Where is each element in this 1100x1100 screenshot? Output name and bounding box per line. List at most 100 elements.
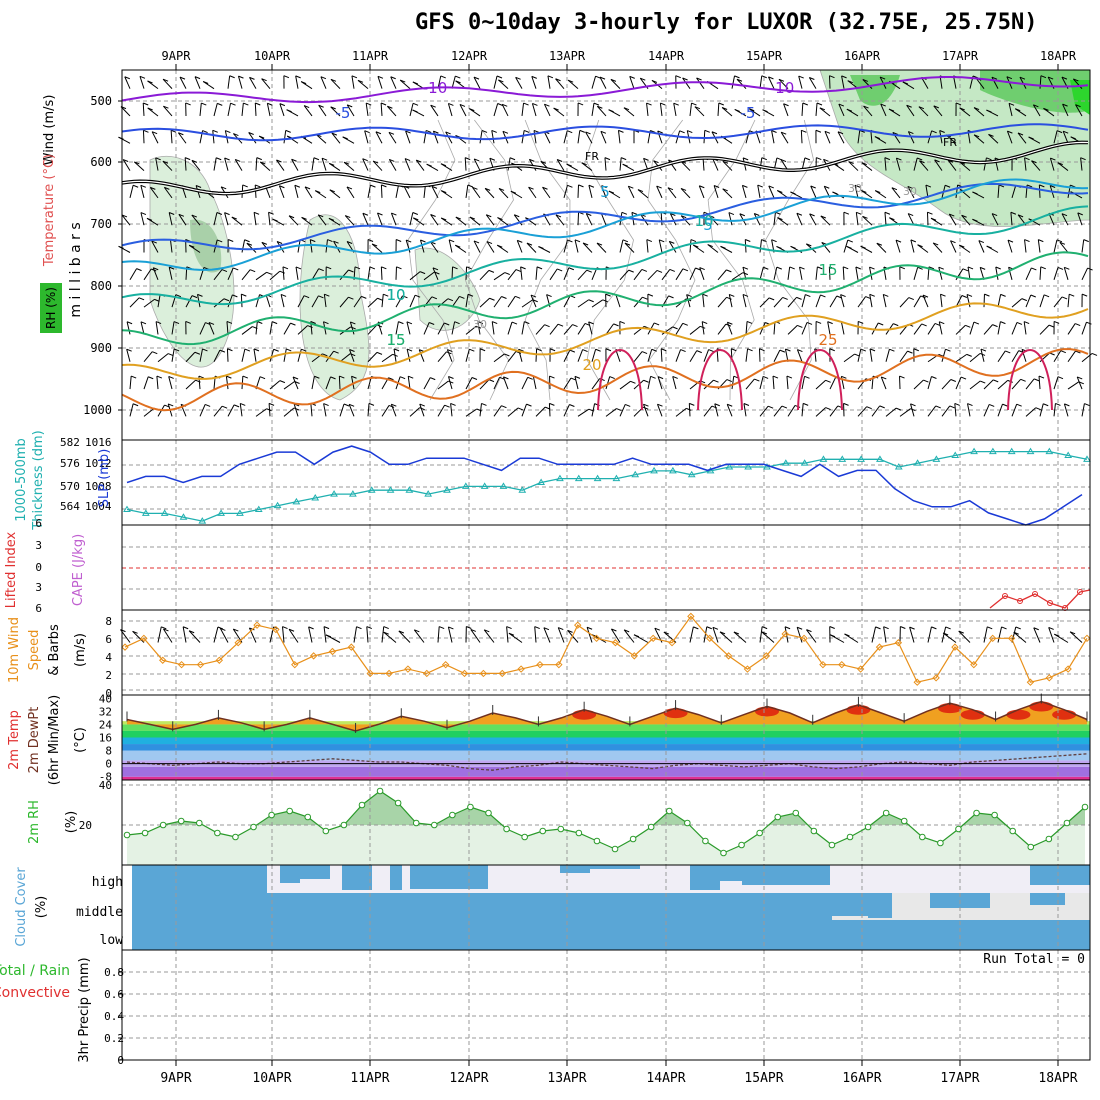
wind-barb-flag	[150, 186, 156, 190]
wind-barb-flag	[526, 242, 533, 246]
wind-barb-flag	[595, 75, 601, 79]
wind-barb-flag	[939, 130, 945, 133]
wind-speed-axis-label: Speed	[27, 630, 42, 671]
wind-barb	[884, 157, 887, 171]
wind-barb-flag	[810, 185, 816, 189]
wind-barb-flag	[323, 626, 330, 630]
wind-barb-flag	[713, 185, 720, 188]
wind-barb	[907, 213, 915, 226]
wind-barb	[528, 186, 537, 199]
wind-barb	[155, 321, 159, 335]
wind-barb-flag	[893, 323, 899, 327]
wind-barb	[280, 294, 285, 308]
rh-point	[575, 829, 583, 837]
wind-barb-flag	[672, 326, 678, 330]
wind-barb-flag	[217, 102, 223, 106]
thickness-point	[932, 455, 941, 462]
wind-barb-flag	[510, 190, 517, 194]
wind-barb	[521, 403, 527, 417]
wind-barb	[516, 240, 523, 253]
wind-barb-flag	[396, 266, 402, 270]
wind-barb-flag	[310, 239, 316, 243]
wind-barb-flag	[345, 215, 351, 219]
wind-barb	[283, 348, 287, 362]
wind-barb-flag	[1031, 160, 1037, 164]
wind-barb	[479, 130, 483, 144]
wind-barb-flag	[286, 109, 292, 113]
wind-barb	[1049, 157, 1055, 171]
thickness-point	[819, 455, 828, 462]
wind-barb	[815, 102, 818, 117]
wind-barb-flag	[208, 321, 215, 325]
wind-barb-flag	[388, 377, 394, 381]
wind-barb-flag	[326, 266, 332, 270]
wind-barb-flag	[682, 77, 688, 81]
wind-barb-flag	[276, 241, 283, 244]
wind-barb	[553, 107, 565, 117]
wind-barb	[574, 376, 579, 390]
wind-barb	[535, 406, 546, 417]
wind-barb-flag	[255, 102, 261, 106]
wind-barb-flag	[155, 321, 162, 325]
wind-barb	[918, 106, 929, 117]
wind-barb	[367, 403, 370, 417]
rh-point	[919, 833, 926, 841]
wind-barb	[255, 408, 267, 417]
wind-barb	[213, 103, 218, 117]
wind-barb-flag	[965, 324, 971, 328]
wind-barb	[348, 404, 355, 417]
wind-barb-flag	[567, 629, 573, 633]
wind-barb-flag	[1038, 375, 1045, 379]
top-date-label-17APR: 17APR	[942, 49, 979, 63]
wind-speed-point	[1045, 674, 1053, 682]
wind-barb-flag	[815, 129, 822, 133]
temp-tick-label: -8	[99, 771, 112, 784]
wind-barb-flag	[799, 266, 805, 270]
wind-barb	[973, 107, 985, 117]
wind-barb-flag	[260, 161, 266, 165]
wind-barb-flag	[656, 269, 663, 273]
temp2m-panel	[122, 693, 1090, 780]
wind-barb	[543, 104, 551, 117]
cloud-axis-label: Cloud Cover	[14, 867, 29, 947]
thickness-point	[236, 509, 244, 516]
wind-barb-flag	[731, 348, 737, 352]
wind-barb	[464, 157, 467, 171]
wind-barb-flag	[910, 408, 916, 412]
wind-barb	[191, 160, 201, 171]
wind-barb	[366, 626, 369, 643]
wind-speed-point	[668, 639, 676, 647]
wind-barb	[1011, 322, 1018, 335]
wind-barb	[882, 294, 887, 308]
wind-barb-flag	[1086, 321, 1092, 325]
wind-barb-flag	[899, 266, 906, 270]
wind-barb	[283, 381, 295, 390]
wind-barb	[624, 242, 635, 253]
wind-barb	[778, 78, 789, 90]
wind-barb	[1032, 104, 1041, 117]
wind-barb-flag	[781, 131, 787, 135]
wind-barb	[486, 241, 495, 253]
wind-barb-flag	[219, 349, 226, 353]
wind-barb	[269, 270, 281, 281]
wind-barb	[801, 102, 804, 116]
wind-barb	[390, 212, 397, 226]
contour-label: 15	[818, 261, 837, 279]
wind-barb-flag	[923, 379, 929, 383]
wind-barb-flag	[775, 211, 781, 215]
wind-barb-flag	[408, 375, 414, 379]
wind-barb-flag	[917, 244, 923, 248]
wind-barb-flag	[1048, 626, 1054, 630]
wind-barb-flag	[883, 293, 889, 297]
temp-peak	[1052, 709, 1077, 720]
wind-barb-flag	[515, 76, 521, 80]
wind-barb-flag	[132, 630, 138, 634]
wind-speed-point	[706, 634, 714, 643]
wind-barb	[1039, 294, 1045, 308]
rh-point	[1009, 827, 1016, 835]
wind-barb	[390, 404, 397, 417]
wind-barb	[498, 79, 509, 90]
wind-barb	[1048, 627, 1055, 643]
wind-barb-flag	[709, 215, 715, 219]
wind-barb	[311, 295, 319, 308]
